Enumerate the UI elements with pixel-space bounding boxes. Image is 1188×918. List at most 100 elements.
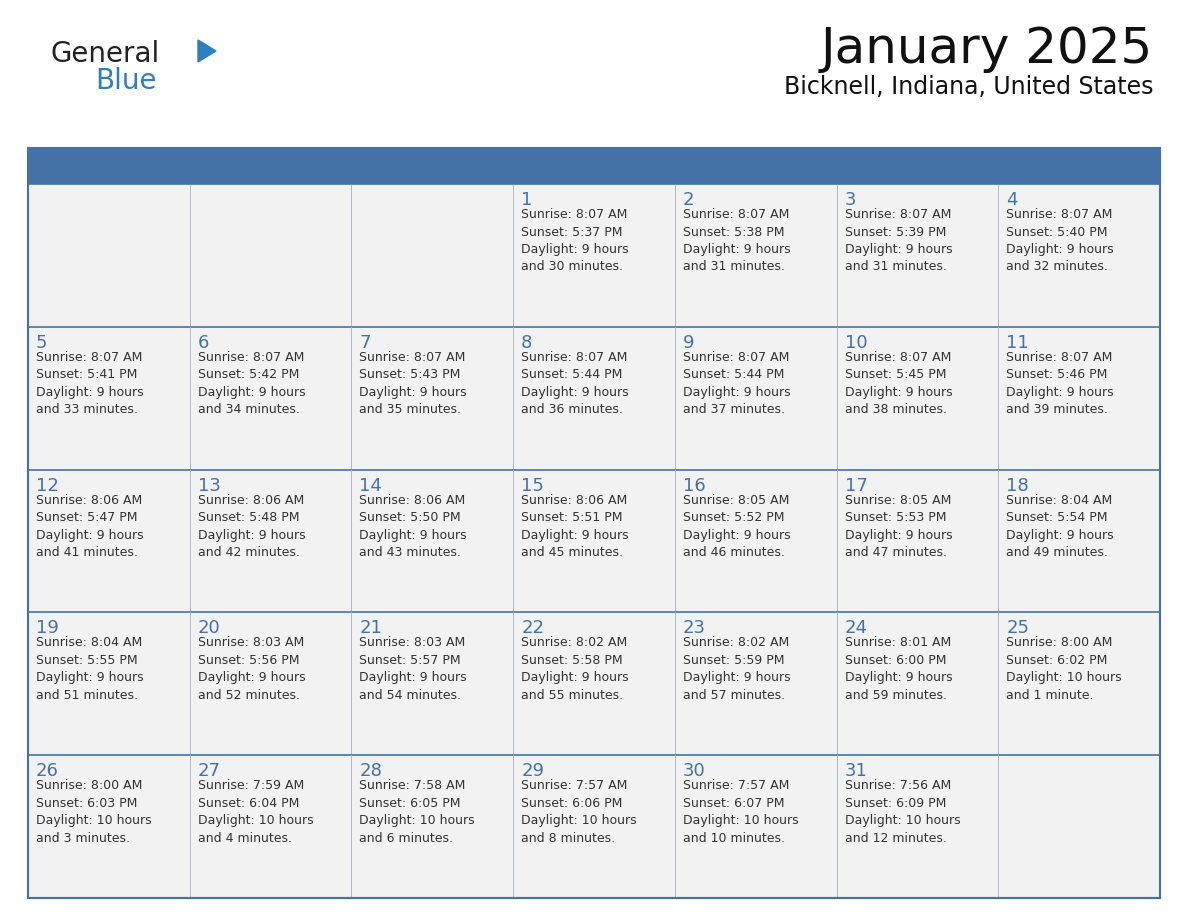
Text: Blue: Blue — [95, 67, 157, 95]
Text: Sunrise: 7:57 AM
Sunset: 6:07 PM
Daylight: 10 hours
and 10 minutes.: Sunrise: 7:57 AM Sunset: 6:07 PM Dayligh… — [683, 779, 798, 845]
Bar — [29, 148, 1159, 184]
Text: Sunrise: 8:03 AM
Sunset: 5:56 PM
Daylight: 9 hours
and 52 minutes.: Sunrise: 8:03 AM Sunset: 5:56 PM Dayligh… — [197, 636, 305, 702]
Text: 1: 1 — [522, 191, 532, 209]
Text: Sunrise: 8:07 AM
Sunset: 5:44 PM
Daylight: 9 hours
and 36 minutes.: Sunrise: 8:07 AM Sunset: 5:44 PM Dayligh… — [522, 351, 628, 416]
Bar — [29, 470, 190, 612]
Text: 10: 10 — [845, 334, 867, 352]
Text: Sunrise: 8:07 AM
Sunset: 5:44 PM
Daylight: 9 hours
and 37 minutes.: Sunrise: 8:07 AM Sunset: 5:44 PM Dayligh… — [683, 351, 790, 416]
Text: Sunrise: 8:07 AM
Sunset: 5:37 PM
Daylight: 9 hours
and 30 minutes.: Sunrise: 8:07 AM Sunset: 5:37 PM Dayligh… — [522, 208, 628, 274]
Bar — [190, 184, 352, 327]
Text: 7: 7 — [360, 334, 371, 352]
Bar — [513, 612, 675, 756]
Polygon shape — [198, 40, 216, 62]
Text: Sunrise: 8:04 AM
Sunset: 5:55 PM
Daylight: 9 hours
and 51 minutes.: Sunrise: 8:04 AM Sunset: 5:55 PM Dayligh… — [36, 636, 144, 702]
Text: Friday: Friday — [847, 157, 906, 175]
Text: 4: 4 — [1006, 191, 1018, 209]
Text: Sunrise: 8:07 AM
Sunset: 5:46 PM
Daylight: 9 hours
and 39 minutes.: Sunrise: 8:07 AM Sunset: 5:46 PM Dayligh… — [1006, 351, 1114, 416]
Text: 12: 12 — [36, 476, 59, 495]
Bar — [513, 184, 675, 327]
Text: 16: 16 — [683, 476, 706, 495]
Bar — [675, 756, 836, 898]
Bar — [29, 148, 1159, 898]
Bar — [513, 756, 675, 898]
Text: Sunrise: 7:59 AM
Sunset: 6:04 PM
Daylight: 10 hours
and 4 minutes.: Sunrise: 7:59 AM Sunset: 6:04 PM Dayligh… — [197, 779, 314, 845]
Text: Sunrise: 8:01 AM
Sunset: 6:00 PM
Daylight: 9 hours
and 59 minutes.: Sunrise: 8:01 AM Sunset: 6:00 PM Dayligh… — [845, 636, 953, 702]
Text: 5: 5 — [36, 334, 48, 352]
Bar — [513, 327, 675, 470]
Bar — [998, 327, 1159, 470]
Text: 3: 3 — [845, 191, 857, 209]
Bar — [352, 184, 513, 327]
Text: General: General — [50, 40, 159, 68]
Text: 14: 14 — [360, 476, 383, 495]
Bar — [29, 327, 190, 470]
Text: Sunrise: 8:07 AM
Sunset: 5:45 PM
Daylight: 9 hours
and 38 minutes.: Sunrise: 8:07 AM Sunset: 5:45 PM Dayligh… — [845, 351, 953, 416]
Text: Sunrise: 8:07 AM
Sunset: 5:40 PM
Daylight: 9 hours
and 32 minutes.: Sunrise: 8:07 AM Sunset: 5:40 PM Dayligh… — [1006, 208, 1114, 274]
Bar — [190, 470, 352, 612]
Text: 26: 26 — [36, 762, 59, 780]
Bar — [29, 756, 190, 898]
Text: 19: 19 — [36, 620, 59, 637]
Text: Monday: Monday — [200, 157, 277, 175]
Text: 18: 18 — [1006, 476, 1029, 495]
Bar — [998, 756, 1159, 898]
Text: Sunrise: 8:02 AM
Sunset: 5:59 PM
Daylight: 9 hours
and 57 minutes.: Sunrise: 8:02 AM Sunset: 5:59 PM Dayligh… — [683, 636, 790, 702]
Text: 15: 15 — [522, 476, 544, 495]
Bar — [998, 612, 1159, 756]
Text: Sunrise: 8:03 AM
Sunset: 5:57 PM
Daylight: 9 hours
and 54 minutes.: Sunrise: 8:03 AM Sunset: 5:57 PM Dayligh… — [360, 636, 467, 702]
Text: Sunrise: 8:02 AM
Sunset: 5:58 PM
Daylight: 9 hours
and 55 minutes.: Sunrise: 8:02 AM Sunset: 5:58 PM Dayligh… — [522, 636, 628, 702]
Text: Sunrise: 8:05 AM
Sunset: 5:52 PM
Daylight: 9 hours
and 46 minutes.: Sunrise: 8:05 AM Sunset: 5:52 PM Dayligh… — [683, 494, 790, 559]
Text: Thursday: Thursday — [684, 157, 776, 175]
Text: Sunrise: 8:06 AM
Sunset: 5:51 PM
Daylight: 9 hours
and 45 minutes.: Sunrise: 8:06 AM Sunset: 5:51 PM Dayligh… — [522, 494, 628, 559]
Text: 31: 31 — [845, 762, 867, 780]
Bar — [675, 612, 836, 756]
Text: Sunrise: 8:07 AM
Sunset: 5:38 PM
Daylight: 9 hours
and 31 minutes.: Sunrise: 8:07 AM Sunset: 5:38 PM Dayligh… — [683, 208, 790, 274]
Bar — [29, 612, 190, 756]
Text: Saturday: Saturday — [1009, 157, 1097, 175]
Text: 13: 13 — [197, 476, 221, 495]
Text: 6: 6 — [197, 334, 209, 352]
Text: Sunrise: 8:04 AM
Sunset: 5:54 PM
Daylight: 9 hours
and 49 minutes.: Sunrise: 8:04 AM Sunset: 5:54 PM Dayligh… — [1006, 494, 1114, 559]
Text: Sunrise: 7:57 AM
Sunset: 6:06 PM
Daylight: 10 hours
and 8 minutes.: Sunrise: 7:57 AM Sunset: 6:06 PM Dayligh… — [522, 779, 637, 845]
Text: Sunrise: 8:06 AM
Sunset: 5:48 PM
Daylight: 9 hours
and 42 minutes.: Sunrise: 8:06 AM Sunset: 5:48 PM Dayligh… — [197, 494, 305, 559]
Bar — [352, 756, 513, 898]
Bar — [190, 612, 352, 756]
Text: 8: 8 — [522, 334, 532, 352]
Bar — [836, 470, 998, 612]
Bar — [675, 327, 836, 470]
Text: 27: 27 — [197, 762, 221, 780]
Text: 22: 22 — [522, 620, 544, 637]
Text: January 2025: January 2025 — [821, 25, 1154, 73]
Text: Sunrise: 8:05 AM
Sunset: 5:53 PM
Daylight: 9 hours
and 47 minutes.: Sunrise: 8:05 AM Sunset: 5:53 PM Dayligh… — [845, 494, 953, 559]
Bar — [998, 184, 1159, 327]
Bar — [998, 470, 1159, 612]
Bar — [836, 756, 998, 898]
Text: 20: 20 — [197, 620, 221, 637]
Text: Bicknell, Indiana, United States: Bicknell, Indiana, United States — [784, 75, 1154, 99]
Bar — [675, 470, 836, 612]
Text: 29: 29 — [522, 762, 544, 780]
Text: Sunrise: 8:07 AM
Sunset: 5:43 PM
Daylight: 9 hours
and 35 minutes.: Sunrise: 8:07 AM Sunset: 5:43 PM Dayligh… — [360, 351, 467, 416]
Text: 30: 30 — [683, 762, 706, 780]
Bar — [513, 470, 675, 612]
Text: 28: 28 — [360, 762, 383, 780]
Text: 17: 17 — [845, 476, 867, 495]
Bar — [352, 612, 513, 756]
Text: Tuesday: Tuesday — [361, 157, 441, 175]
Bar — [190, 756, 352, 898]
Text: Sunrise: 7:58 AM
Sunset: 6:05 PM
Daylight: 10 hours
and 6 minutes.: Sunrise: 7:58 AM Sunset: 6:05 PM Dayligh… — [360, 779, 475, 845]
Text: 11: 11 — [1006, 334, 1029, 352]
Bar — [675, 184, 836, 327]
Text: 24: 24 — [845, 620, 867, 637]
Bar — [29, 184, 190, 327]
Text: Sunrise: 8:07 AM
Sunset: 5:42 PM
Daylight: 9 hours
and 34 minutes.: Sunrise: 8:07 AM Sunset: 5:42 PM Dayligh… — [197, 351, 305, 416]
Text: Wednesday: Wednesday — [523, 157, 636, 175]
Bar — [352, 470, 513, 612]
Text: 25: 25 — [1006, 620, 1029, 637]
Text: 23: 23 — [683, 620, 706, 637]
Bar — [352, 327, 513, 470]
Text: 2: 2 — [683, 191, 694, 209]
Text: Sunrise: 8:00 AM
Sunset: 6:03 PM
Daylight: 10 hours
and 3 minutes.: Sunrise: 8:00 AM Sunset: 6:03 PM Dayligh… — [36, 779, 152, 845]
Bar — [836, 612, 998, 756]
Text: 21: 21 — [360, 620, 383, 637]
